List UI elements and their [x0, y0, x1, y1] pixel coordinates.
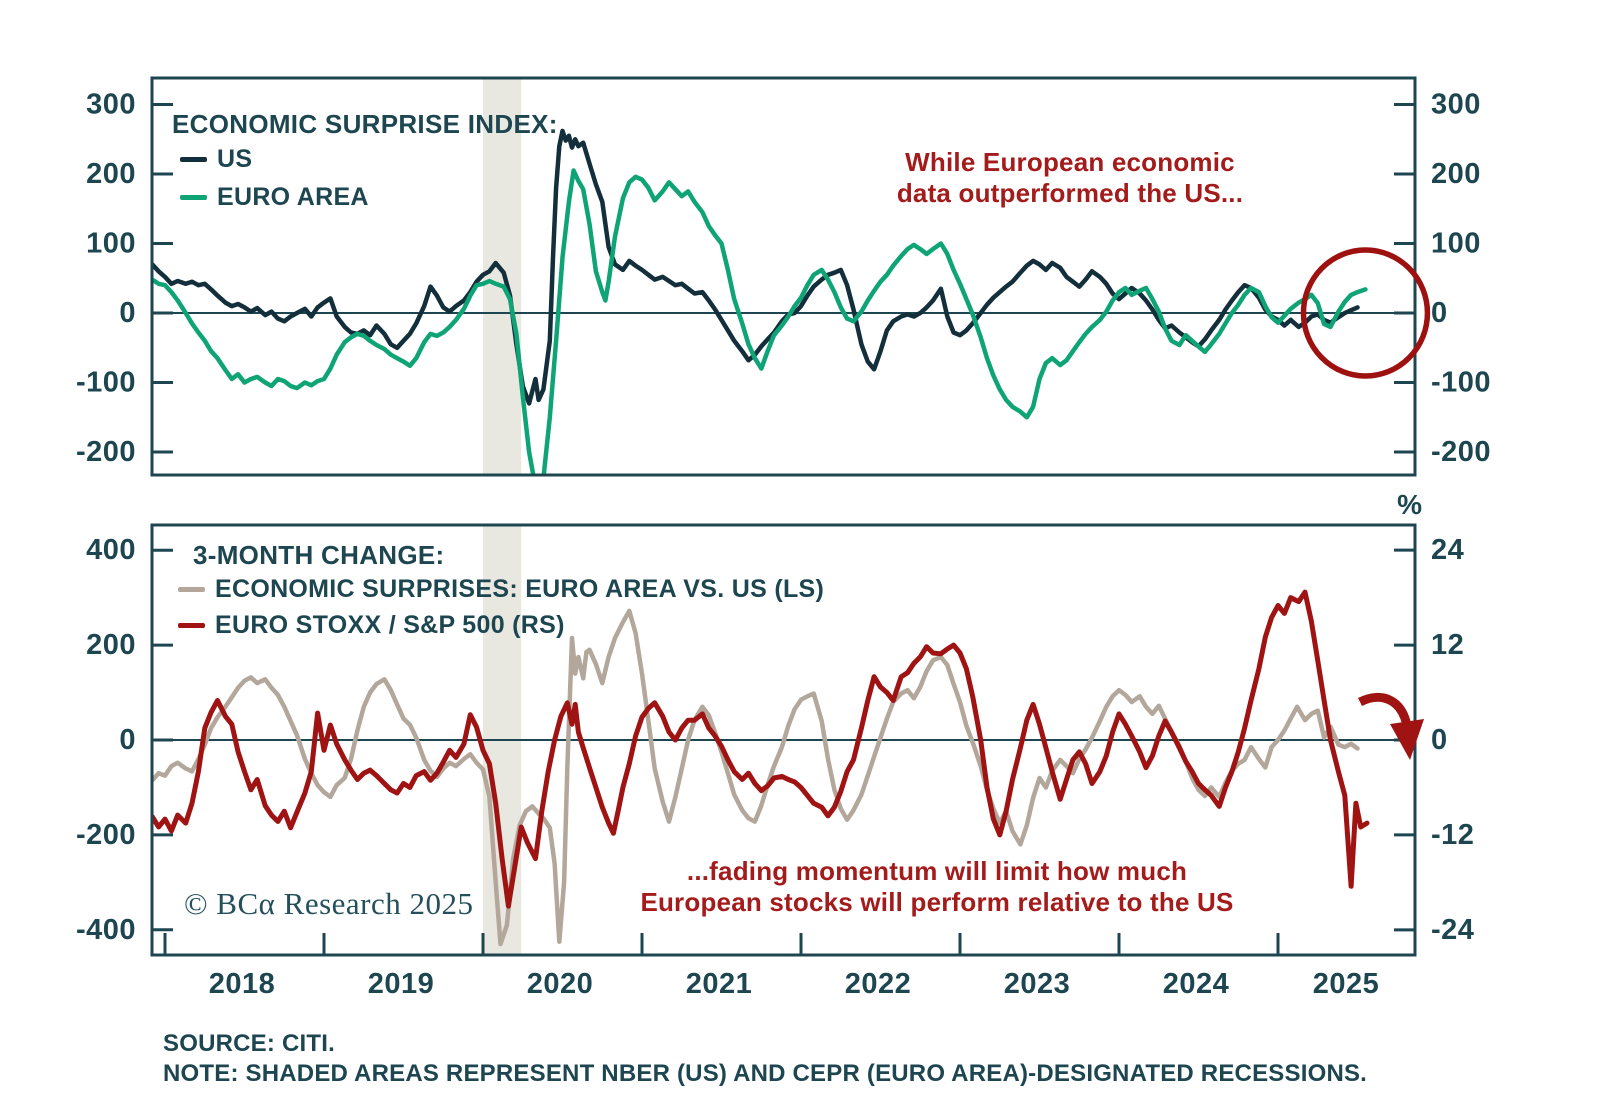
- y-left-label: -400: [76, 914, 136, 946]
- series-euro-stoxx-s-p-500-rs-line: [152, 589, 1370, 909]
- y-left-label: 100: [86, 228, 136, 260]
- y-left-label: 400: [86, 534, 136, 566]
- y-left-label: 0: [119, 724, 136, 756]
- momentum-arrow-shaft: [1357, 693, 1412, 728]
- us-line-swatch: [180, 157, 207, 162]
- note-line: NOTE: SHADED AREAS REPRESENT NBER (US) A…: [163, 1060, 1368, 1087]
- x-year-label: 2020: [527, 968, 594, 1000]
- annotation-bottom: ...fading momentum will limit how much E…: [637, 856, 1237, 917]
- y-right-label: -100: [1431, 367, 1491, 399]
- surprises-diff-line-swatch: [178, 587, 205, 592]
- y-right-label: 100: [1431, 228, 1481, 260]
- legend-bottom-title: 3-MONTH CHANGE:: [193, 540, 445, 570]
- legend-item-euro-stoxx: EURO STOXX / S&P 500 (RS): [178, 611, 565, 640]
- euro-stoxx-line-swatch: [178, 623, 205, 628]
- y-left-label: 0: [119, 297, 136, 329]
- euro-stoxx-line-label: EURO STOXX / S&P 500 (RS): [215, 611, 565, 639]
- y-right-label: -24: [1431, 914, 1474, 946]
- right-axis-unit-label: %: [1397, 489, 1422, 520]
- x-year-label: 2019: [368, 968, 435, 1000]
- legend-item-us: US: [180, 145, 252, 174]
- y-right-label: -200: [1431, 436, 1491, 468]
- y-right-label: 200: [1431, 158, 1481, 190]
- x-year-label: 2024: [1163, 968, 1230, 1000]
- series-economic-surprises-euro-area-vs-us-ls-line: [152, 608, 1360, 947]
- panel-top: 300 200 100 0 -100 -200 300 200 100 0 -100 -200: [76, 76, 1491, 477]
- legend-item-euro-area: EURO AREA: [180, 183, 369, 212]
- y-right-label: 0: [1431, 297, 1448, 329]
- y-left-label: -100: [76, 367, 136, 399]
- annotation-top-line-2: data outperformed the US...: [896, 177, 1244, 208]
- y-right-label: -12: [1431, 819, 1474, 851]
- recession-band: [483, 78, 522, 475]
- y-left-label: -200: [76, 436, 136, 468]
- euro-area-line-label: EURO AREA: [217, 183, 369, 211]
- annotation-top: While European economic data outperforme…: [870, 147, 1270, 208]
- x-year-label: 2021: [686, 968, 753, 1000]
- annotation-top-line-1: While European economic: [905, 147, 1235, 177]
- source-line: SOURCE: CITI.: [163, 1030, 335, 1057]
- x-year-label: 2023: [1004, 968, 1071, 1000]
- legend-item-surprises-diff: ECONOMIC SURPRISES: EURO AREA VS. US (LS…: [178, 575, 824, 604]
- y-left-label: -200: [76, 819, 136, 851]
- y-right-label: 0: [1431, 724, 1448, 756]
- y-left-label: 300: [86, 89, 136, 121]
- y-right-label: 12: [1431, 629, 1464, 661]
- euro-area-line-swatch: [180, 195, 207, 200]
- surprises-diff-line-label: ECONOMIC SURPRISES: EURO AREA VS. US (LS…: [215, 575, 825, 603]
- annotation-bottom-line-1: ...fading momentum will limit how much: [686, 856, 1188, 886]
- y-right-label: 300: [1431, 89, 1481, 121]
- annotation-bottom-line-2: European stocks will perform relative to…: [640, 886, 1234, 917]
- x-year-label: 2018: [209, 968, 276, 1000]
- panel-bottom: 400 200 0 -200 -400 24 12 0 -12 -24: [76, 523, 1474, 957]
- highlight-circle: [1300, 247, 1431, 379]
- legend-top-title: ECONOMIC SURPRISE INDEX:: [172, 109, 558, 139]
- y-left-label: 200: [86, 158, 136, 190]
- us-line-label: US: [217, 145, 253, 173]
- series-euro-area-line: [152, 168, 1368, 475]
- copyright-text: © BCα Research 2025: [184, 886, 474, 921]
- y-left-label: 200: [86, 629, 136, 661]
- x-year-label: 2025: [1313, 968, 1380, 1000]
- y-right-label: 24: [1431, 534, 1464, 566]
- x-year-label: 2022: [845, 968, 912, 1000]
- momentum-arrow-head-icon: [1390, 719, 1424, 760]
